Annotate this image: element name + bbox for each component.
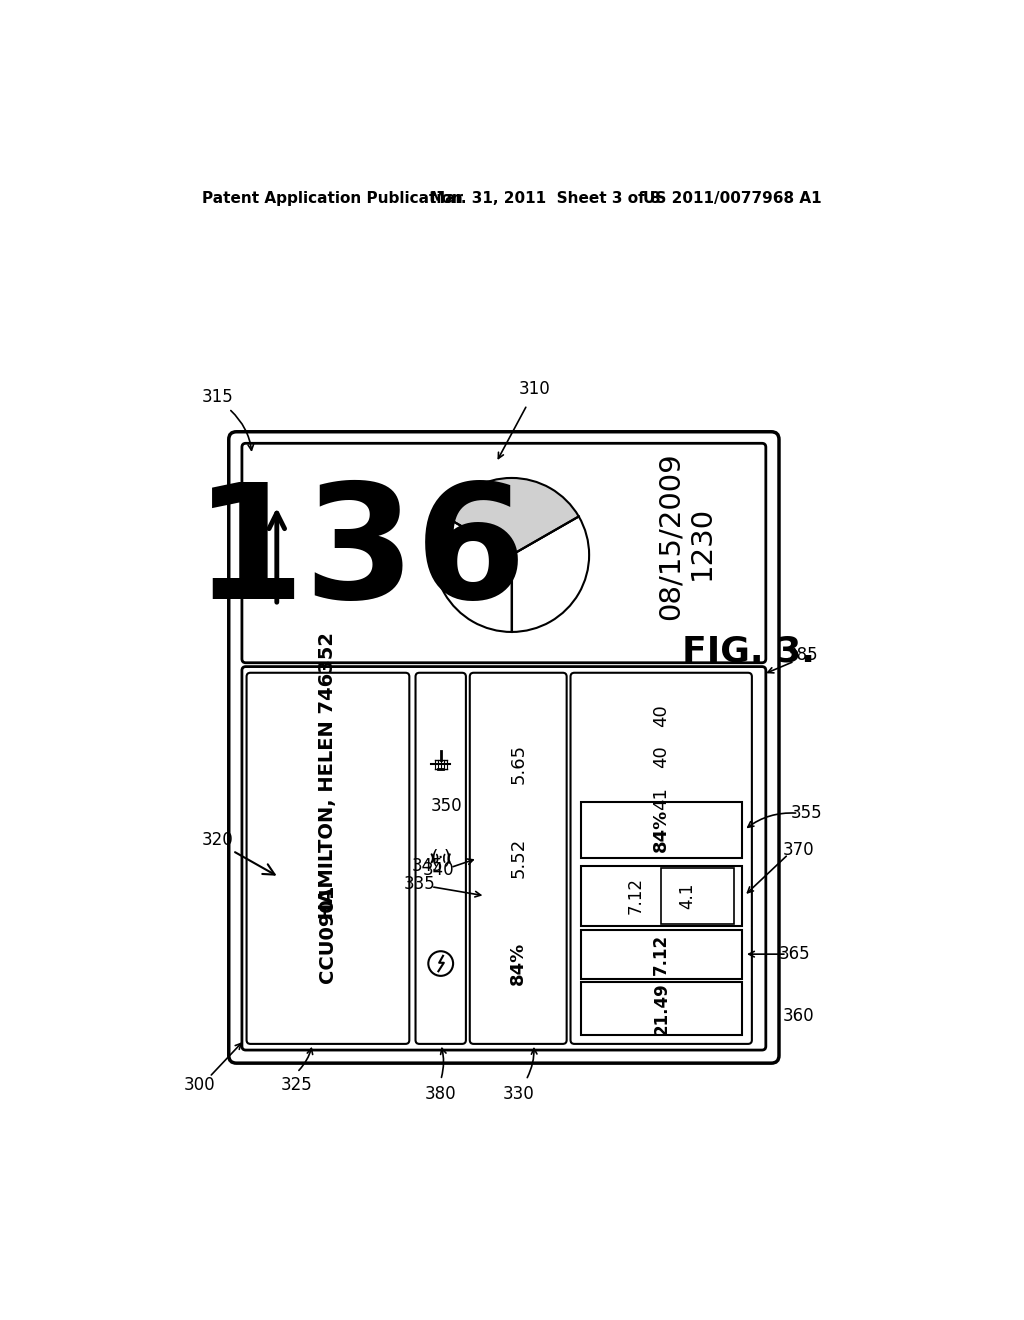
Text: 40: 40 [652,704,670,727]
Wedge shape [434,516,512,632]
Text: FIG. 3.: FIG. 3. [682,634,814,668]
Text: 136: 136 [194,478,527,632]
Text: 310: 310 [519,380,551,399]
Text: 84%: 84% [509,942,527,985]
Text: 7.12: 7.12 [626,878,644,915]
Circle shape [428,952,453,975]
Text: HAMILTON, HELEN 746352: HAMILTON, HELEN 746352 [318,632,338,919]
Bar [581,803,741,858]
FancyBboxPatch shape [470,673,566,1044]
FancyBboxPatch shape [242,667,766,1051]
Bar [581,866,741,925]
Text: 21.49: 21.49 [652,982,670,1035]
Text: 4.1: 4.1 [678,883,696,909]
Wedge shape [444,478,579,554]
Wedge shape [512,516,589,632]
Text: 335: 335 [403,875,435,894]
FancyBboxPatch shape [228,432,779,1063]
Text: Patent Application Publication: Patent Application Publication [202,191,463,206]
Bar [662,869,734,924]
Text: 330: 330 [503,1085,535,1104]
Bar [581,982,741,1035]
Text: 5.65: 5.65 [509,744,527,784]
Text: 08/15/2009: 08/15/2009 [656,451,684,619]
Text: 380: 380 [425,1085,457,1104]
Text: 355: 355 [791,804,822,822]
Text: 345: 345 [412,857,443,875]
Text: (·): (·) [430,849,452,867]
Bar [581,929,741,978]
Text: 7.12: 7.12 [652,933,670,974]
Text: 350: 350 [431,797,463,814]
Text: 370: 370 [782,841,814,859]
Text: 340: 340 [423,861,455,879]
Text: 385: 385 [786,645,818,664]
Text: 41: 41 [652,787,670,809]
Text: 360: 360 [782,1007,814,1026]
Text: Mar. 31, 2011  Sheet 3 of 8: Mar. 31, 2011 Sheet 3 of 8 [430,191,660,206]
Text: 1230: 1230 [687,507,716,581]
Text: 320: 320 [202,830,233,849]
Text: 365: 365 [778,945,810,964]
Text: CCU0901: CCU0901 [318,884,338,982]
FancyBboxPatch shape [247,673,410,1044]
Text: 300: 300 [183,1076,215,1094]
FancyBboxPatch shape [416,673,466,1044]
Text: 40: 40 [652,746,670,768]
FancyBboxPatch shape [570,673,752,1044]
Text: 5.52: 5.52 [509,838,527,878]
FancyBboxPatch shape [242,444,766,663]
Text: 325: 325 [281,1076,312,1094]
Text: 315: 315 [202,388,233,407]
Text: US 2011/0077968 A1: US 2011/0077968 A1 [643,191,822,206]
Text: 84%: 84% [652,809,670,851]
